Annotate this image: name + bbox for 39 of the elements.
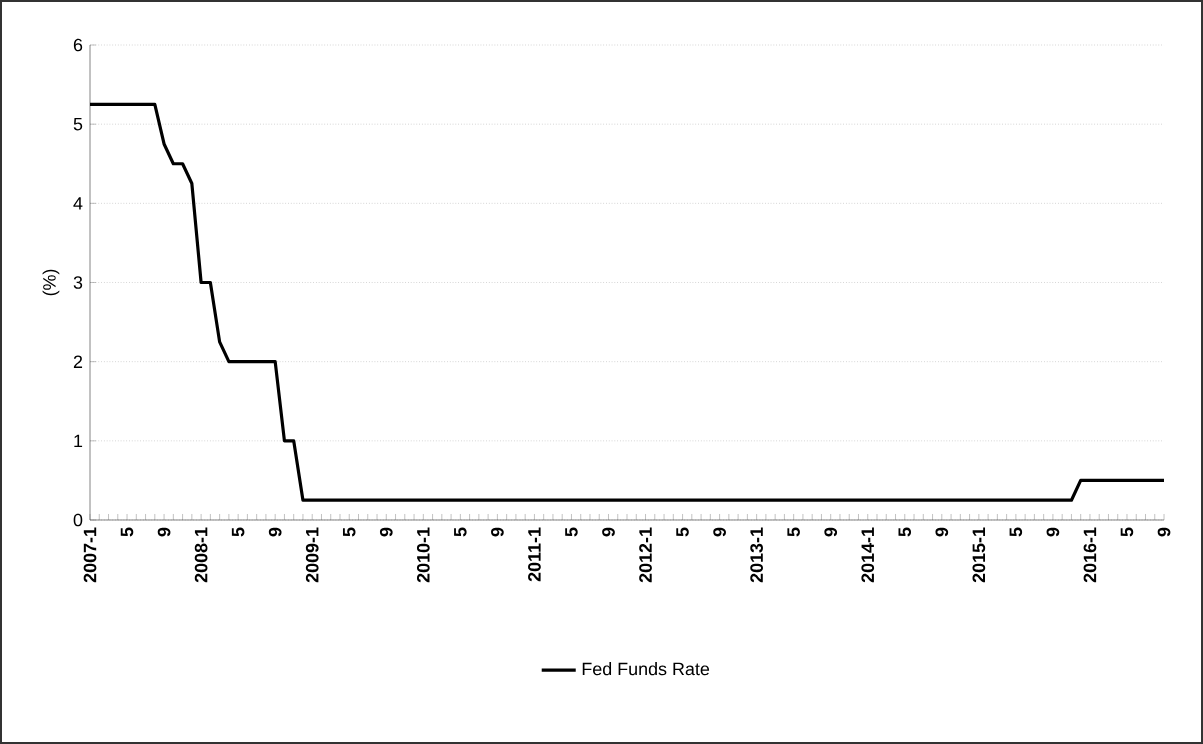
x-tick-label: 9 bbox=[824, 527, 838, 537]
x-tick-label: 2011-1 bbox=[528, 527, 541, 582]
x-tick-label: 2014-1 bbox=[861, 527, 875, 583]
x-tick-label: 2007-1 bbox=[83, 527, 97, 583]
x-tick-label: 9 bbox=[602, 527, 615, 537]
x-tick-label: 2013-1 bbox=[750, 527, 763, 583]
x-tick-label: 5 bbox=[565, 527, 578, 537]
x-tick-label: 5 bbox=[898, 527, 912, 537]
y-tick-label: 6 bbox=[73, 38, 83, 52]
x-tick-label: 9 bbox=[935, 527, 949, 537]
x-tick-label: 5 bbox=[120, 527, 134, 537]
x-tick-label: 9 bbox=[491, 527, 504, 537]
x-tick-label: 2015-1 bbox=[972, 527, 986, 583]
x-tick-label: 2008-1 bbox=[194, 527, 208, 583]
y-tick-label: 5 bbox=[73, 117, 83, 131]
x-tick-label: 5 bbox=[1009, 527, 1023, 537]
y-axis-title: (%) bbox=[42, 269, 60, 296]
x-tick-label: 9 bbox=[268, 527, 282, 537]
x-tick-label: 5 bbox=[342, 527, 356, 537]
x-tick-label: 5 bbox=[787, 527, 800, 537]
x-tick-label: 2009-1 bbox=[305, 527, 319, 583]
x-tick-label: 2010-1 bbox=[416, 527, 430, 583]
y-tick-label: 4 bbox=[73, 197, 83, 210]
x-tick-label: 5 bbox=[231, 527, 245, 537]
x-tick-label: 5 bbox=[1120, 527, 1134, 537]
x-tick-label: 9 bbox=[1046, 527, 1060, 537]
y-tick-label: 0 bbox=[73, 513, 83, 527]
x-tick-label: 9 bbox=[1157, 527, 1171, 537]
x-tick-label: 9 bbox=[157, 527, 171, 537]
x-tick-label: 5 bbox=[454, 527, 467, 537]
x-tick-label: 9 bbox=[713, 527, 726, 537]
y-tick-label: 3 bbox=[73, 276, 83, 289]
x-tick-label: 2016-1 bbox=[1083, 527, 1097, 583]
x-tick-label: 5 bbox=[676, 527, 689, 537]
x-tick-label: 2012-1 bbox=[639, 527, 652, 583]
y-tick-label: 1 bbox=[74, 434, 83, 447]
y-tick-label: 2 bbox=[73, 355, 83, 368]
legend-label: Fed Funds Rate bbox=[582, 662, 710, 676]
x-tick-label: 9 bbox=[379, 527, 393, 537]
